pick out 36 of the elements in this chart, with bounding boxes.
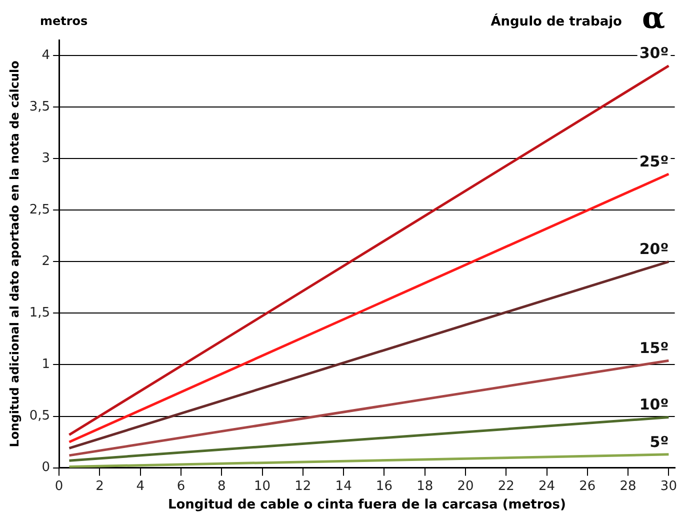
x-tick-label: 8 [218,478,226,494]
x-tick-label: 22 [498,478,514,494]
text: metros [40,14,88,28]
y-tick-label: 1,5 [29,306,50,321]
series-label: 10º [639,396,669,414]
series-label: 25º [639,152,669,170]
y-tick-label: 1 [42,357,50,372]
x-axis-title: Longitud de cable o cinta fuera de la carcasa (metros) [168,498,566,513]
x-tick-label: 30 [660,478,677,494]
text: Ángulo de trabajo [490,12,622,30]
x-tick-label: 14 [335,478,352,494]
x-tick-label: 20 [457,478,474,494]
y-tick-label: 2,5 [29,202,50,218]
x-tick-label: 16 [376,478,392,494]
x-tick-label: 0 [54,478,64,494]
x-tick-label: 26 [579,478,596,494]
series-label: 5º [650,432,669,451]
series-label: 30º [639,44,669,62]
x-tick-label: 12 [294,478,312,494]
y-tick-label: 0,5 [29,408,50,424]
x-tick-label: 4 [136,478,144,494]
x-tick-label: 6 [176,478,186,494]
series-label: 15º [639,338,669,357]
y-axis-title: Longitud adicional al dato aportado en la nota de cálculo [7,60,22,448]
y-tick-label: 0 [42,460,50,476]
x-tick-label: 2 [96,478,104,494]
x-tick-label: 24 [538,478,556,494]
y-tick-label: 2 [42,254,50,270]
y-tick-label: 3,5 [29,99,50,114]
series-label: 20º [639,240,669,258]
x-tick-label: 18 [416,478,434,494]
x-tick-label: 10 [254,478,271,494]
y-tick-label: 3 [42,150,50,166]
x-tick-label: 28 [620,478,636,494]
y-tick-label: 4 [42,48,50,63]
text: α [642,0,666,36]
